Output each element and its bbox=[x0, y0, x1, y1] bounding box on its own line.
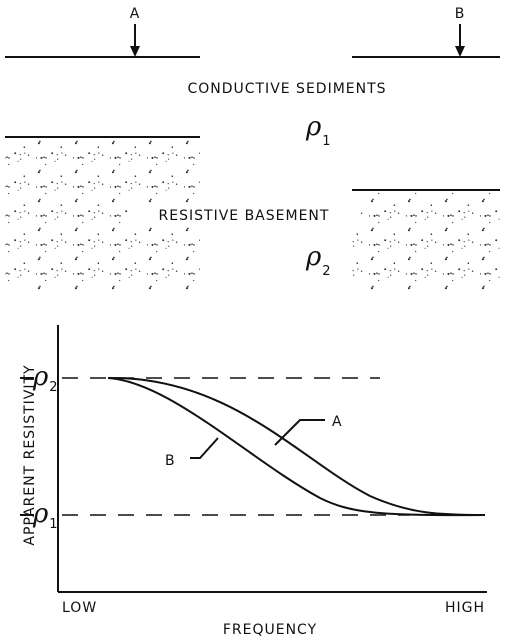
subscript: 2 bbox=[322, 264, 331, 279]
label-bg bbox=[128, 203, 360, 225]
curve-a bbox=[107, 376, 486, 516]
site-label: A bbox=[130, 6, 141, 22]
curve-b bbox=[107, 377, 486, 517]
site-label: B bbox=[455, 6, 466, 22]
arrow-head-b bbox=[455, 46, 465, 57]
rho: ρ bbox=[32, 362, 49, 392]
arrow-head-a bbox=[130, 46, 140, 57]
basement-b bbox=[352, 190, 500, 290]
subscript: 1 bbox=[322, 134, 331, 149]
curve-label: A bbox=[332, 414, 343, 430]
subscript: 2 bbox=[49, 380, 58, 395]
rho-low-label: ρ1 bbox=[32, 499, 59, 532]
leader-b bbox=[190, 437, 219, 459]
resistivity-label: ρ2 bbox=[305, 242, 332, 279]
leader-a bbox=[274, 419, 325, 446]
rho: ρ bbox=[305, 112, 322, 142]
x-axis-label: FREQUENCY bbox=[223, 622, 317, 638]
rho: ρ bbox=[305, 242, 322, 272]
rho: ρ bbox=[32, 499, 49, 529]
x-high-label: HIGH bbox=[445, 600, 485, 616]
resistivity-label: ρ1 bbox=[305, 112, 332, 149]
subscript: 1 bbox=[49, 517, 58, 532]
layer-label: RESISTIVE BASEMENT bbox=[159, 208, 330, 224]
layer-label: CONDUCTIVE SEDIMENTS bbox=[187, 81, 386, 97]
y-axis-label: APPARENT RESISTIVITY bbox=[22, 364, 38, 545]
rho-high-label: ρ2 bbox=[32, 362, 59, 395]
curve-label: B bbox=[165, 453, 176, 469]
x-low-label: LOW bbox=[62, 600, 97, 616]
